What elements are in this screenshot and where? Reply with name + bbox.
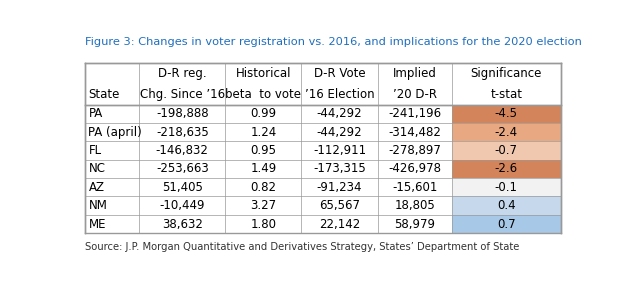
Text: 65,567: 65,567 [319,199,360,212]
Text: -218,635: -218,635 [156,126,209,139]
Text: -2.4: -2.4 [495,126,518,139]
Text: Significance: Significance [471,67,542,80]
Bar [452,160,561,178]
Text: -15,601: -15,601 [392,181,437,194]
Text: 18,805: 18,805 [394,199,435,212]
Text: -91,234: -91,234 [317,181,362,194]
Text: 0.7: 0.7 [497,218,515,230]
Text: 0.95: 0.95 [250,144,277,157]
Text: D-R Vote: D-R Vote [314,67,365,80]
Bar [452,196,561,215]
Text: beta  to vote: beta to vote [226,88,301,101]
Text: 51,405: 51,405 [162,181,203,194]
Text: PA: PA [88,107,103,120]
Text: -4.5: -4.5 [495,107,518,120]
Text: ’16 Election: ’16 Election [305,88,374,101]
Text: -241,196: -241,196 [388,107,441,120]
Text: t-stat: t-stat [490,88,522,101]
Text: -426,978: -426,978 [388,162,441,175]
Text: -44,292: -44,292 [317,107,362,120]
Bar [452,215,561,233]
Text: 0.82: 0.82 [250,181,277,194]
Text: Implied: Implied [392,67,437,80]
Text: 0.4: 0.4 [497,199,515,212]
Text: -112,911: -112,911 [313,144,366,157]
Text: 1.24: 1.24 [250,126,277,139]
Text: 1.80: 1.80 [250,218,277,230]
Text: Source: J.P. Morgan Quantitative and Derivatives Strategy, States’ Department of: Source: J.P. Morgan Quantitative and Der… [84,242,519,252]
Bar [452,141,561,160]
Text: -173,315: -173,315 [313,162,366,175]
Text: ME: ME [88,218,106,230]
Text: PA (april): PA (april) [88,126,142,139]
Text: -198,888: -198,888 [156,107,209,120]
Text: 0.99: 0.99 [250,107,277,120]
Bar [452,123,561,141]
Text: -253,663: -253,663 [156,162,209,175]
Text: -0.1: -0.1 [495,181,518,194]
Text: Historical: Historical [236,67,291,80]
Text: -314,482: -314,482 [388,126,441,139]
Text: FL: FL [88,144,101,157]
Text: 1.49: 1.49 [250,162,277,175]
Text: NC: NC [88,162,105,175]
Text: -146,832: -146,832 [156,144,209,157]
Text: Chg. Since ’16: Chg. Since ’16 [140,88,225,101]
Text: -44,292: -44,292 [317,126,362,139]
Text: -10,449: -10,449 [159,199,205,212]
Bar [452,178,561,196]
Text: ’20 D-R: ’20 D-R [392,88,437,101]
Text: NM: NM [88,199,107,212]
Text: D-R reg.: D-R reg. [158,67,207,80]
Text: -0.7: -0.7 [495,144,518,157]
Bar [452,104,561,123]
Text: Figure 3: Changes in voter registration vs. 2016, and implications for the 2020 : Figure 3: Changes in voter registration … [84,37,581,47]
Text: 22,142: 22,142 [319,218,360,230]
Text: State: State [88,88,120,101]
Text: 58,979: 58,979 [394,218,435,230]
Text: AZ: AZ [88,181,105,194]
Text: -2.6: -2.6 [495,162,518,175]
Text: 3.27: 3.27 [250,199,277,212]
Text: 38,632: 38,632 [162,218,203,230]
Text: -278,897: -278,897 [388,144,441,157]
